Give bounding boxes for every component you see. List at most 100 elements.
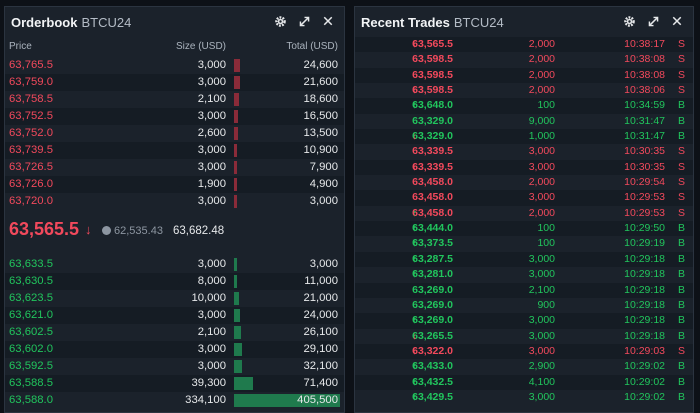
bid-row[interactable]: 63,588.0 334,100 405,500 [5, 392, 344, 409]
ask-row[interactable]: 63,752.5 3,000 16,500 [5, 108, 344, 125]
trade-row: ↑ 63,287.5 3,000 10:29:18 B [355, 251, 693, 268]
trade-row: ↑ 63,269.0 3,000 10:29:18 B [355, 313, 693, 329]
arrow-down-icon: ↓ [412, 161, 418, 173]
depth-bar [234, 93, 239, 106]
bid-price: 63,588.0 [9, 394, 53, 406]
bid-price: 63,602.0 [9, 343, 53, 355]
trade-time: 10:29:50 [624, 222, 665, 235]
col-price: Price [9, 41, 32, 52]
trade-time: 10:29:03 [624, 344, 665, 357]
orderbook-column-headers: Price Size (USD) Total (USD) [5, 37, 344, 57]
trade-price: ↑ 63,287.5 [412, 253, 453, 265]
bid-size: 3,000 [197, 309, 226, 321]
ask-row[interactable]: 63,759.0 3,000 21,600 [5, 74, 344, 91]
expand-icon[interactable] [647, 15, 661, 29]
trade-time: 10:30:35 [624, 160, 665, 173]
trade-row: 63,598.5 2,000 10:38:08 S [355, 67, 693, 84]
bid-row[interactable]: 63,633.5 3,000 3,000 [5, 256, 344, 273]
ask-row[interactable]: 63,758.5 2,100 18,600 [5, 91, 344, 108]
bid-row[interactable]: 63,623.5 10,000 21,000 [5, 290, 344, 307]
trade-size: 900 [537, 298, 555, 311]
depth-bar [234, 343, 242, 356]
trade-time: 10:29:54 [624, 176, 665, 189]
trade-price: ↑ 63,444.0 [412, 222, 453, 234]
gear-icon[interactable] [623, 15, 637, 29]
trade-price: 63,458.0 [412, 191, 453, 203]
depth-bar [234, 110, 239, 123]
depth-bar [234, 377, 253, 390]
ask-row[interactable]: 63,752.0 2,600 13,500 [5, 125, 344, 142]
arrow-up-icon: ↑ [412, 361, 418, 373]
bid-row[interactable]: 63,592.5 3,000 32,100 [5, 358, 344, 375]
trade-time: 10:29:02 [624, 360, 665, 373]
bid-row[interactable]: 63,602.5 2,100 26,100 [5, 324, 344, 341]
bid-row[interactable]: 63,602.0 3,000 29,100 [5, 341, 344, 358]
trade-time: 10:29:18 [624, 252, 665, 265]
trade-price-value: 63,429.5 [412, 390, 453, 403]
depth-bar [234, 309, 241, 322]
trade-size: 3,000 [528, 329, 555, 342]
trade-time: 10:30:35 [624, 145, 665, 158]
trade-side: S [677, 160, 685, 173]
ask-price: 63,759.0 [9, 76, 53, 88]
gear-icon[interactable] [274, 15, 288, 29]
trade-row: ↑ 63,444.0 100 10:29:50 B [355, 221, 693, 237]
trade-price-value: 63,598.5 [412, 84, 453, 97]
depth-bar [234, 178, 237, 191]
bid-size: 39,300 [191, 377, 226, 389]
trade-side: B [677, 298, 685, 311]
trade-size: 3,000 [528, 160, 555, 173]
trade-price: ↑ 63,648.0 [412, 99, 453, 111]
trade-row: ↓ 63,339.5 3,000 10:30:35 S [355, 159, 693, 176]
ask-size: 2,100 [197, 93, 226, 105]
arrow-down-icon: ↓ [412, 345, 418, 357]
trade-price-value: 63,458.0 [412, 176, 453, 189]
bid-row[interactable]: 63,588.5 39,300 71,400 [5, 375, 344, 392]
trade-row: ↓ 63,329.0 1,000 10:31:47 B [355, 129, 693, 145]
ask-row[interactable]: 63,726.0 1,900 4,900 [5, 176, 344, 193]
trade-side: S [677, 38, 685, 50]
ask-total: 21,600 [303, 76, 338, 88]
bid-row[interactable]: 63,621.0 3,000 24,000 [5, 307, 344, 324]
arrow-up-icon: ↑ [412, 391, 418, 403]
depth-bar [234, 161, 237, 174]
trade-side: S [677, 176, 685, 189]
bid-price: 63,621.0 [9, 309, 53, 321]
ask-size: 3,000 [197, 144, 226, 156]
trade-row: ↑ 63,648.0 100 10:34:59 B [355, 98, 693, 114]
ask-row[interactable]: 63,739.5 3,000 10,900 [5, 142, 344, 159]
trade-time: 10:38:17 [624, 38, 665, 50]
ask-row[interactable]: 63,720.0 3,000 3,000 [5, 193, 344, 210]
trade-price-value: 63,565.5 [412, 38, 453, 50]
expand-icon[interactable] [298, 15, 312, 29]
depth-bar [234, 360, 243, 373]
bid-row[interactable]: 63,630.5 8,000 11,000 [5, 273, 344, 290]
ask-row[interactable]: 63,726.5 3,000 7,900 [5, 159, 344, 176]
trade-side: B [677, 237, 685, 250]
trade-side: S [677, 191, 685, 204]
ask-size: 2,600 [197, 127, 226, 139]
ask-total: 10,900 [303, 144, 338, 156]
trade-price: ↑ 63,433.0 [412, 360, 453, 372]
close-icon[interactable] [322, 15, 336, 29]
trade-price-value: 63,339.5 [412, 160, 453, 173]
recent-trades-title: Recent Trades [361, 14, 450, 30]
trade-price-value: 63,444.0 [412, 222, 453, 235]
ask-row[interactable]: 63,765.5 3,000 24,600 [5, 57, 344, 74]
depth-bar [234, 326, 241, 339]
trade-size: 3,000 [528, 268, 555, 281]
close-icon[interactable] [671, 15, 685, 29]
recent-trades-panel: Recent Trades BTCU24 ↓ 63,565.5 2,000 10:38… [354, 6, 694, 413]
bid-size: 334,100 [185, 394, 226, 406]
mark-price: 62,535.43 [102, 225, 163, 237]
trade-price-value: 63,269.0 [412, 314, 453, 327]
bid-price: 63,602.5 [9, 326, 53, 338]
trade-time: 10:38:08 [624, 53, 665, 66]
trade-row: ↑ 63,429.5 3,000 10:29:02 B [355, 390, 693, 405]
trade-side: B [677, 390, 685, 403]
trade-time: 10:31:47 [624, 130, 665, 143]
trade-price: ↓ 63,598.5 [412, 84, 453, 96]
trade-row: ↓ 63,598.5 2,000 10:38:06 S [355, 83, 693, 98]
trade-side: B [677, 130, 685, 143]
mark-price-icon [102, 226, 111, 235]
